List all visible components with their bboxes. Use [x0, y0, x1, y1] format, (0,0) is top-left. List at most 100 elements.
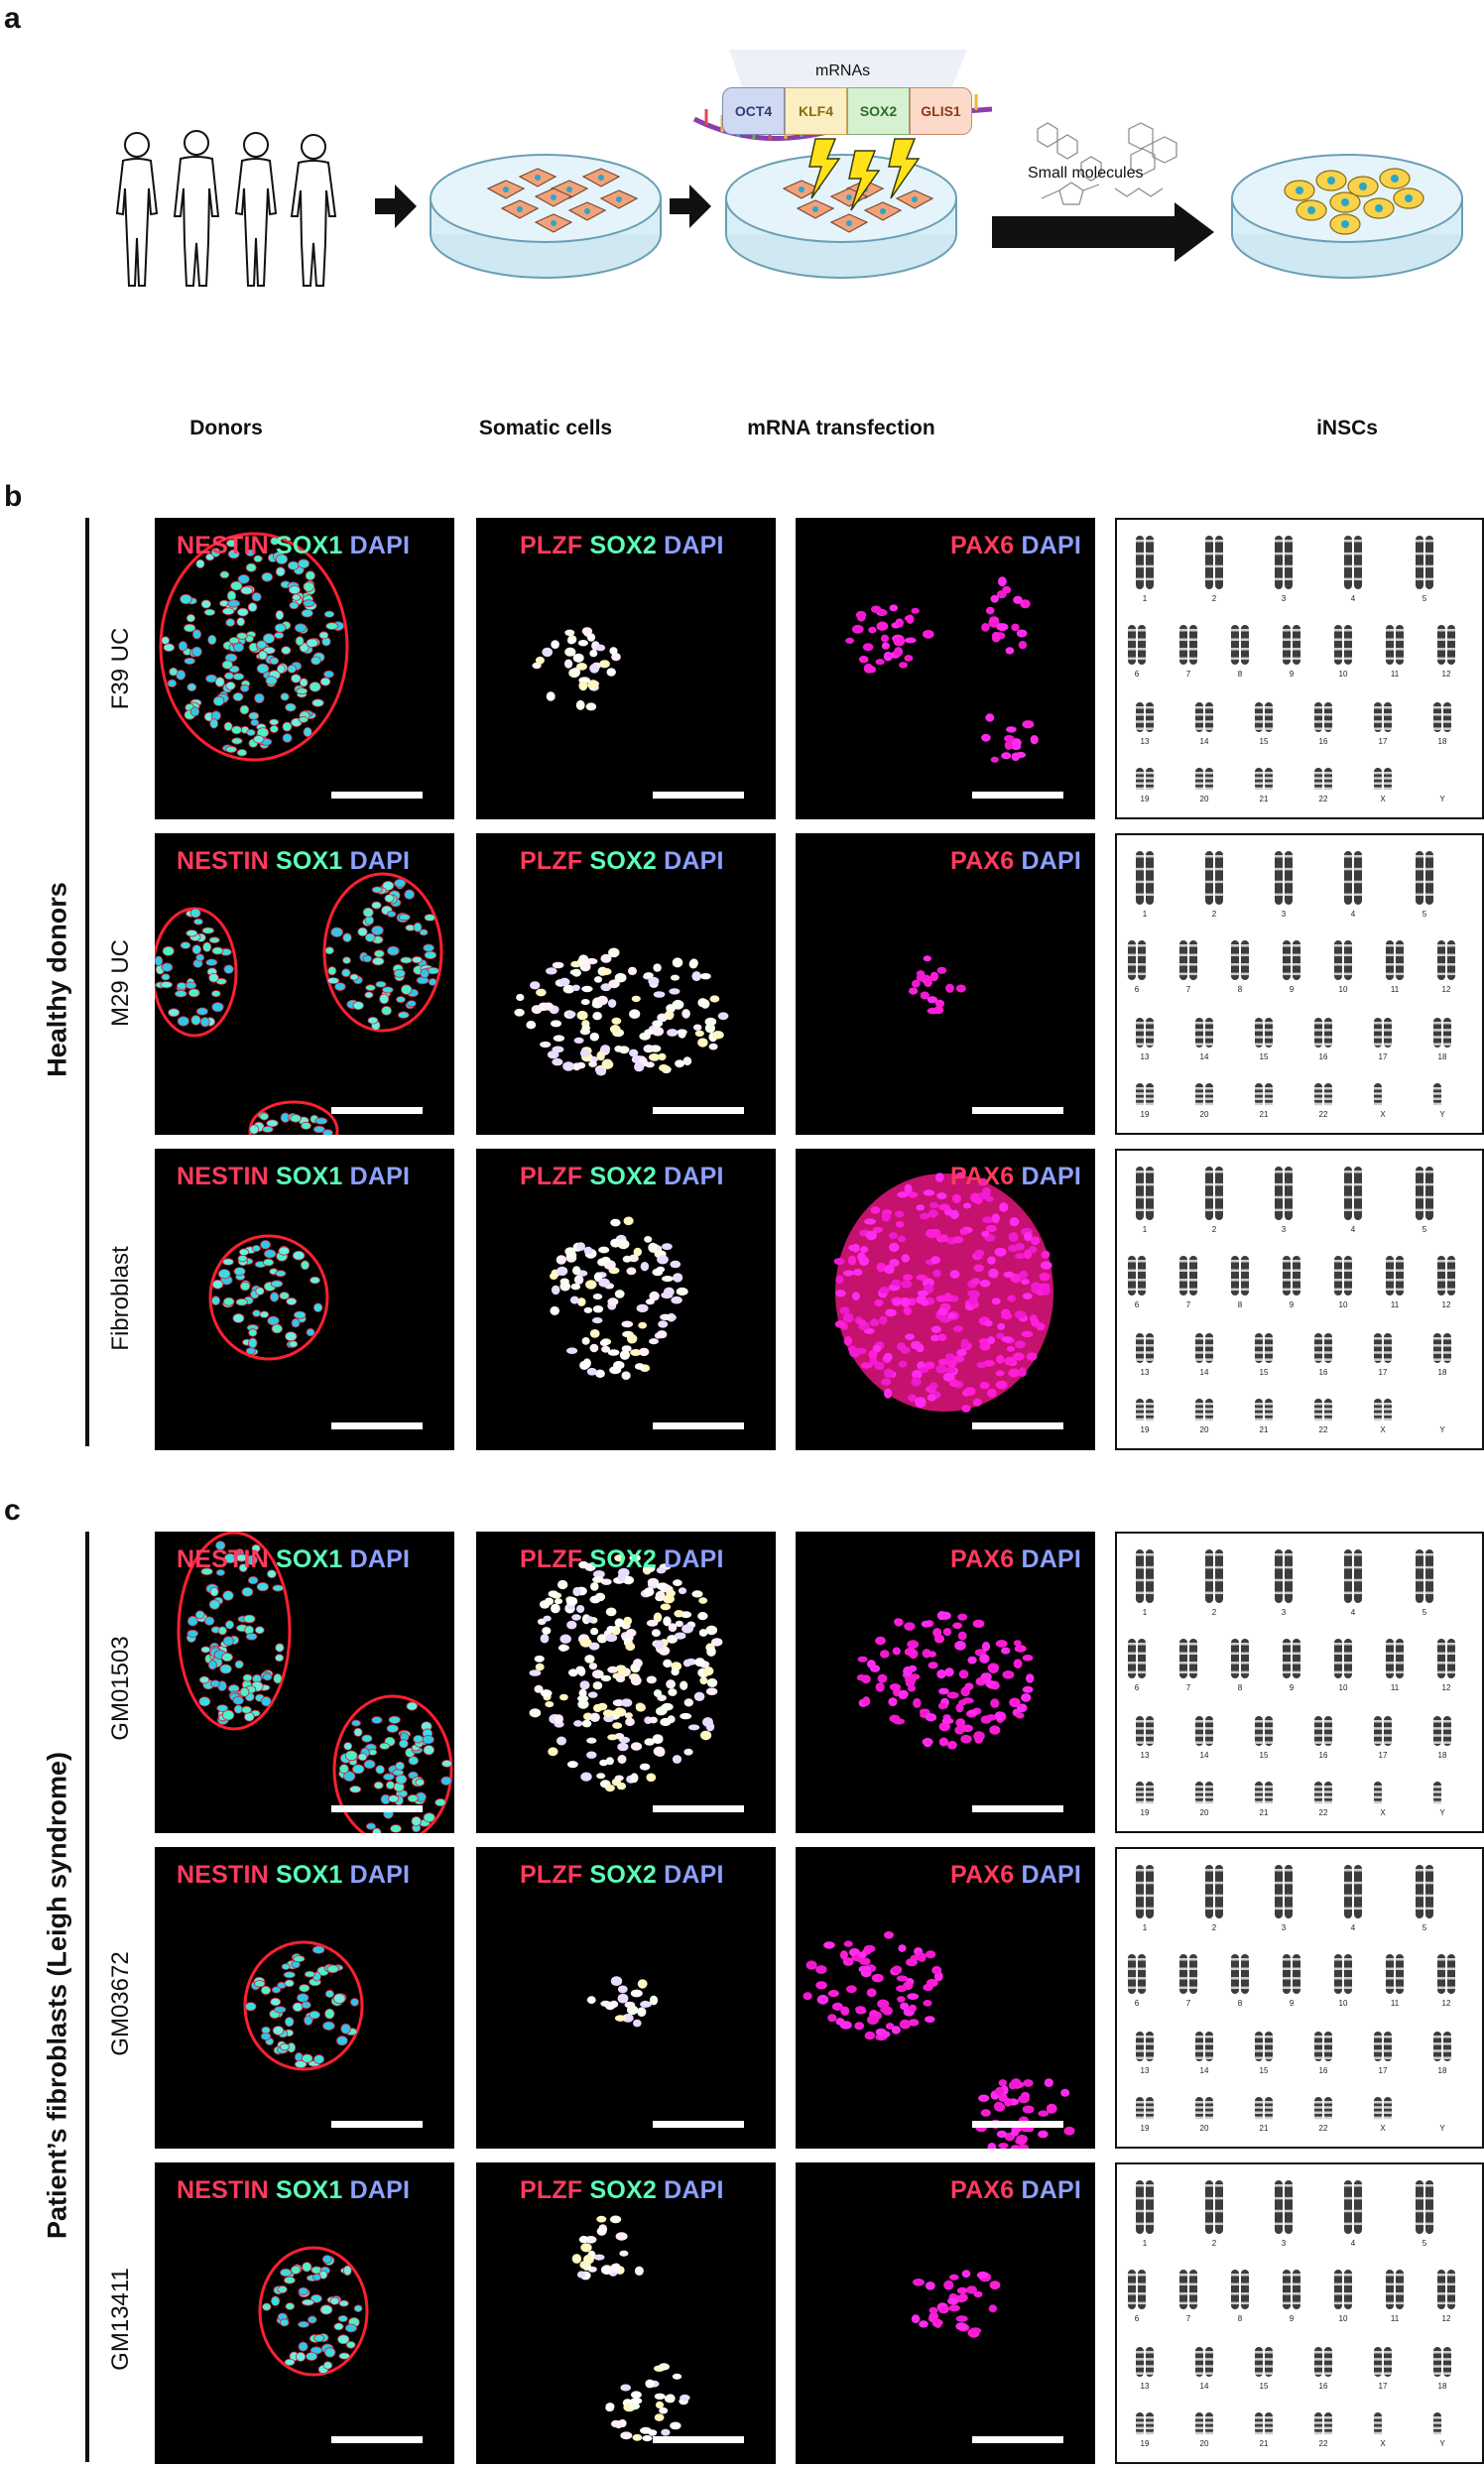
chromosome-label: 6: [1135, 1999, 1140, 2008]
chromosome-label: 12: [1442, 985, 1451, 994]
chromosome: [1275, 851, 1283, 905]
chromosome: [1447, 2270, 1455, 2309]
chromosome-label: 17: [1379, 737, 1388, 746]
chromosome-label: 2: [1212, 1608, 1217, 1617]
scale-bar: [331, 1107, 423, 1114]
chromosome: [1205, 1018, 1213, 1048]
chromosome-label: 22: [1319, 1425, 1328, 1434]
scale-bar: [653, 1805, 744, 1812]
chromosome: [1293, 625, 1300, 665]
chromosome-label: 17: [1379, 2066, 1388, 2075]
panel-a-letter: a: [4, 2, 21, 35]
chromosome: [1416, 1167, 1423, 1220]
chromosome-label: 20: [1200, 1110, 1209, 1119]
chromosome-label: 2: [1212, 1923, 1217, 1932]
stain-dapi: DAPI: [342, 2176, 411, 2204]
chromosome-label: 8: [1238, 670, 1243, 679]
chromosome: [1136, 1865, 1144, 1918]
chromosome-label: 1: [1143, 910, 1148, 919]
chromosome: [1384, 2032, 1392, 2061]
micrograph-r5-c1: NESTIN SOX1 DAPI: [155, 1847, 454, 2149]
factor-oct4: OCT4: [722, 87, 785, 135]
chromosome-label: 9: [1290, 1683, 1295, 1692]
chromosome: [1447, 1639, 1455, 1678]
stain-plzf: PLZF: [520, 847, 583, 875]
chromosome-label: 5: [1422, 2239, 1427, 2248]
chromosome: [1443, 1018, 1451, 1048]
chromosome: [1293, 1256, 1300, 1296]
chromosome-label: 10: [1339, 1683, 1348, 1692]
chromosome: [1416, 2180, 1423, 2234]
stain-dapi: DAPI: [1014, 2176, 1081, 2204]
panel-c-bracket: [85, 1532, 89, 2462]
chromosome: [1354, 851, 1362, 905]
chromosome-label: 7: [1186, 1683, 1191, 1692]
chromosome-label: Y: [1439, 795, 1445, 803]
stain-dapi: DAPI: [342, 1861, 411, 1889]
chromosome-label: 9: [1290, 1999, 1295, 2008]
stain-pax6: PAX6: [950, 1545, 1015, 1573]
chromosome: [1354, 1549, 1362, 1603]
chromosome: [1138, 940, 1146, 980]
chromosome-label: 5: [1422, 910, 1427, 919]
chromosome-label: X: [1380, 2439, 1386, 2448]
chromosome: [1447, 940, 1455, 980]
stain-pax6: PAX6: [950, 1861, 1015, 1889]
chromosome: [1416, 1865, 1423, 1918]
chromosome: [1283, 2270, 1291, 2309]
chromosome: [1425, 1167, 1433, 1220]
chromosome-label: 15: [1260, 1052, 1269, 1061]
chromosome: [1344, 940, 1352, 980]
chromosome: [1386, 1954, 1394, 1994]
chromosome: [1275, 1167, 1283, 1220]
micrograph-r4-c3: PAX6 DAPI: [796, 1532, 1095, 1833]
chromosome-label: 19: [1141, 1808, 1150, 1817]
chromosome: [1205, 1167, 1213, 1220]
chromosome-label: 10: [1339, 985, 1348, 994]
chromosome: [1433, 2032, 1441, 2061]
stain-label: PAX6 DAPI: [950, 532, 1081, 560]
stain-sox2: SOX2: [582, 532, 657, 559]
chromosome: [1344, 1639, 1352, 1678]
stain-dapi: DAPI: [656, 532, 724, 559]
chromosome: [1215, 1865, 1223, 1918]
chromosome-label: 3: [1282, 1225, 1287, 1234]
stain-nestin: NESTIN: [177, 532, 269, 559]
chromosome-label: 3: [1282, 1608, 1287, 1617]
chromosome: [1241, 940, 1249, 980]
petri-dish-transfection: [725, 138, 957, 279]
scale-bar: [972, 1805, 1063, 1812]
stain-nestin: NESTIN: [177, 1545, 269, 1573]
chromosome-label: 8: [1238, 1300, 1243, 1309]
factor-klf4: KLF4: [785, 87, 847, 135]
chromosome-label: 15: [1260, 1751, 1269, 1760]
chromosome: [1443, 2032, 1451, 2061]
chromosome-label: Y: [1439, 1808, 1445, 1817]
chromosome-label: 12: [1442, 1683, 1451, 1692]
stain-sox2: SOX2: [582, 1861, 657, 1889]
chromosome-label: 10: [1339, 670, 1348, 679]
chromosome-label: 7: [1186, 2314, 1191, 2323]
chromosome-label: X: [1380, 795, 1386, 803]
chromosome: [1146, 702, 1154, 732]
chromosome: [1205, 1333, 1213, 1363]
stain-pax6: PAX6: [950, 2176, 1015, 2204]
chromosome: [1437, 940, 1445, 980]
chromosome: [1396, 625, 1404, 665]
chromosome: [1285, 536, 1293, 589]
chromosome-label: 8: [1238, 2314, 1243, 2323]
stain-label: PLZF SOX2 DAPI: [520, 1861, 724, 1890]
chromosome-label: 19: [1141, 2439, 1150, 2448]
stain-dapi: DAPI: [656, 1163, 724, 1190]
chromosome: [1437, 2270, 1445, 2309]
chromosome: [1255, 1018, 1263, 1048]
chromosome-label: 16: [1319, 2066, 1328, 2075]
micrograph-r1-c1: NESTIN SOX1 DAPI: [155, 518, 454, 819]
micrograph-r2-c3: PAX6 DAPI: [796, 833, 1095, 1135]
stain-sox1: SOX1: [268, 1861, 343, 1889]
stain-plzf: PLZF: [520, 1861, 583, 1889]
stain-plzf: PLZF: [520, 2176, 583, 2204]
chromosome-label: 21: [1260, 1808, 1269, 1817]
stain-dapi: DAPI: [656, 1861, 724, 1889]
chromosome: [1425, 2180, 1433, 2234]
